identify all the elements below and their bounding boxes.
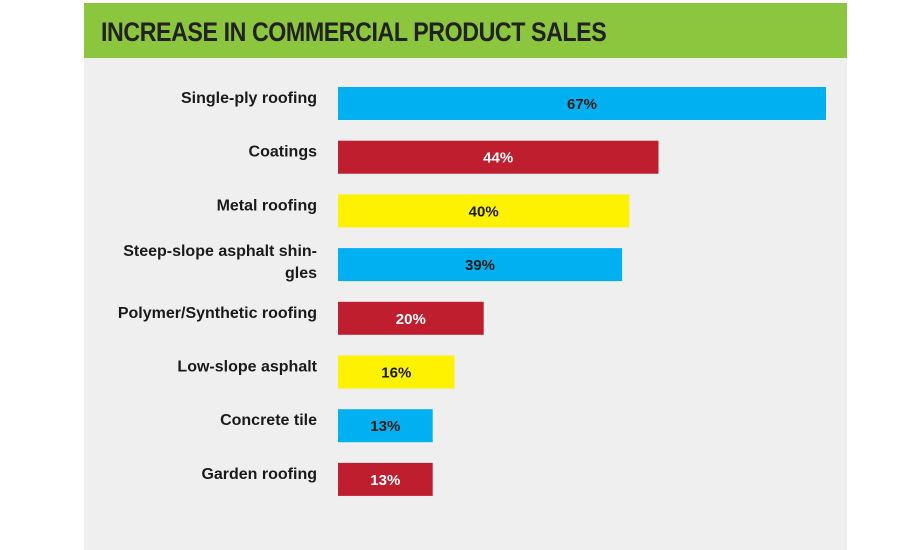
category-label-3: Steep-slope asphalt shin-gles [123,243,317,282]
bar-value-label-1: 44% [483,150,513,167]
category-label-line: Single-ply roofing [181,90,317,107]
bar-value-label-6: 13% [370,418,400,435]
bar-value-label-4: 20% [396,311,426,328]
bar-7 [338,462,433,496]
category-label-line: Low-slope asphalt [177,359,317,376]
bar-value-label-2: 40% [469,203,499,220]
category-label-7: Garden roofing [201,466,317,483]
category-label-5: Low-slope asphalt [177,359,317,376]
title-banner [84,3,847,58]
bar-2 [338,194,630,228]
bar-value-label-3: 39% [465,257,495,274]
bar-0 [338,87,826,120]
category-label-line: Concrete tile [220,412,317,429]
bar-4 [338,301,484,335]
category-label-4: Polymer/Synthetic roofing [118,305,317,322]
bar-6 [338,409,433,443]
bar-value-label-0: 67% [567,96,597,113]
bar-1 [338,140,659,174]
chart-title: INCREASE IN COMMERCIAL PRODUCT SALES [101,17,607,47]
category-label-line: gles [285,265,317,282]
category-label-line: Polymer/Synthetic roofing [118,305,317,322]
category-label-1: Coatings [249,144,318,161]
category-label-0: Single-ply roofing [181,90,317,107]
category-label-line: Metal roofing [217,197,317,214]
category-label-line: Coatings [249,144,318,161]
category-label-line: Steep-slope asphalt shin- [123,243,317,260]
category-label-6: Concrete tile [220,412,317,429]
bar-value-label-7: 13% [370,472,400,489]
bar-3 [338,248,623,282]
category-label-line: Garden roofing [201,466,317,483]
bar-value-label-5: 16% [381,365,411,382]
category-label-2: Metal roofing [217,197,317,214]
bar-5 [338,355,455,389]
